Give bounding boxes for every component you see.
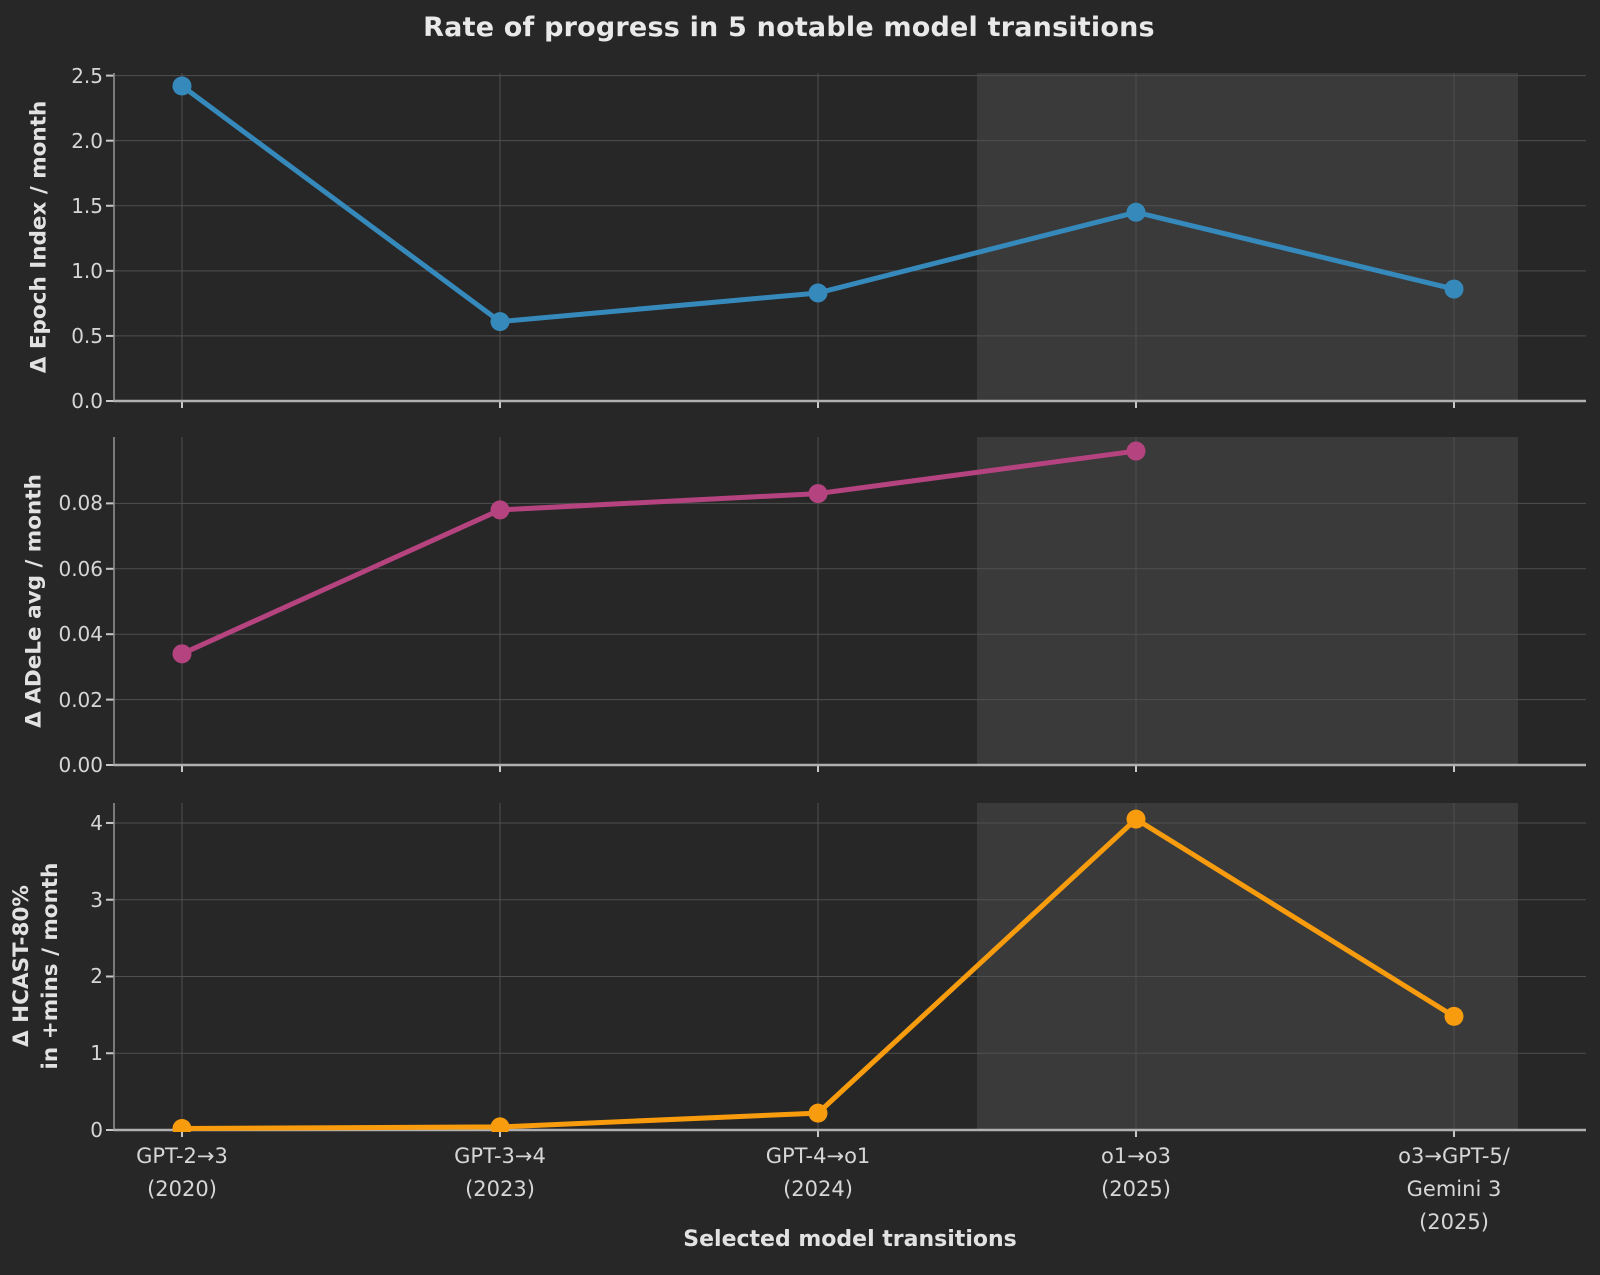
y-tick-label: 1 bbox=[90, 1041, 103, 1066]
y-tick-label: 1.5 bbox=[71, 193, 103, 218]
data-point bbox=[172, 76, 192, 96]
x-tick-label: GPT-4→o1 (2024) bbox=[765, 1144, 871, 1201]
y-tick-label: 1.0 bbox=[71, 258, 103, 283]
data-point bbox=[172, 644, 192, 664]
y-tick-label: 0.00 bbox=[58, 753, 103, 777]
series-1 bbox=[172, 441, 1146, 664]
y-tick-label: 0.04 bbox=[58, 622, 103, 647]
x-tick-label: o3→GPT-5/ Gemini 3 (2025) bbox=[1398, 1144, 1510, 1234]
y-tick-label: 2.5 bbox=[71, 63, 103, 88]
y-tick-label: 0.02 bbox=[58, 687, 103, 712]
data-point bbox=[808, 283, 828, 303]
series-2 bbox=[172, 809, 1464, 1132]
data-point bbox=[490, 1117, 510, 1132]
y-tick-label: 0 bbox=[90, 1118, 103, 1142]
data-point bbox=[490, 500, 510, 520]
data-point bbox=[808, 484, 828, 504]
y-tick-label: 2 bbox=[90, 964, 103, 989]
data-point bbox=[808, 1103, 828, 1123]
data-point bbox=[1126, 441, 1146, 461]
x-tick-label: o1→o3 (2025) bbox=[1100, 1144, 1171, 1201]
data-point bbox=[1126, 809, 1146, 829]
series-line bbox=[179, 448, 1139, 657]
y-tick-label: 0.06 bbox=[58, 556, 103, 581]
data-point bbox=[490, 312, 510, 332]
x-tick-label: GPT-2→3 (2020) bbox=[136, 1144, 228, 1201]
data-point bbox=[1444, 279, 1464, 299]
y-tick-label: 0.5 bbox=[71, 323, 103, 348]
data-point bbox=[172, 1118, 192, 1132]
y-tick-label: 2.0 bbox=[71, 128, 103, 153]
highlight-region bbox=[977, 437, 1518, 765]
x-axis-label: Selected model transitions bbox=[683, 1227, 1017, 1252]
data-point bbox=[1126, 202, 1146, 222]
y-tick-label: 0.08 bbox=[58, 491, 103, 516]
data-point bbox=[1444, 1006, 1464, 1026]
y-tick-label: 3 bbox=[90, 887, 103, 912]
highlight-region bbox=[977, 803, 1518, 1130]
y-tick-label: 4 bbox=[90, 810, 103, 835]
y-tick-label: 0.0 bbox=[71, 389, 103, 413]
series-0 bbox=[172, 76, 1464, 332]
x-tick-label: GPT-3→4 (2023) bbox=[454, 1144, 546, 1201]
chart-title: Rate of progress in 5 notable model tran… bbox=[423, 12, 1155, 43]
